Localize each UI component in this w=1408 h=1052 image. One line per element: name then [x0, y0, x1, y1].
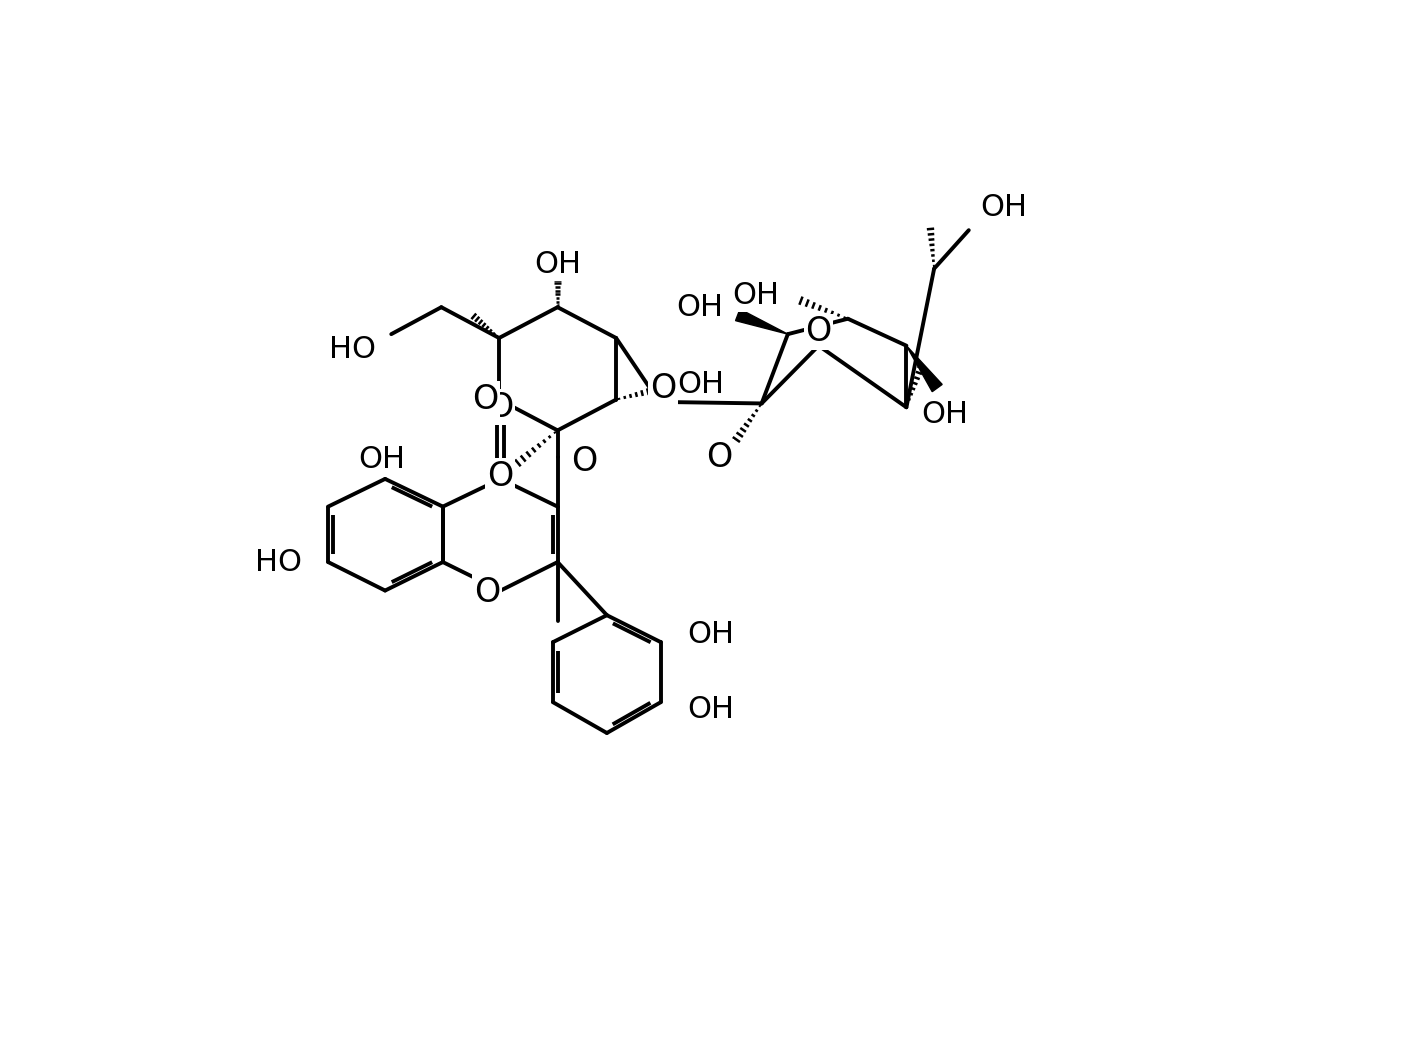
Text: O: O: [473, 575, 500, 609]
Text: O: O: [472, 383, 498, 417]
Text: OH: OH: [687, 695, 735, 725]
Text: O: O: [707, 441, 732, 473]
Text: OH: OH: [732, 281, 779, 310]
Text: O: O: [805, 316, 832, 348]
Text: OH: OH: [358, 445, 404, 474]
Text: OH: OH: [687, 620, 735, 649]
Text: HO: HO: [329, 335, 376, 364]
Polygon shape: [907, 346, 942, 391]
Text: OH: OH: [534, 250, 582, 280]
Text: OH: OH: [921, 401, 969, 429]
Text: OH: OH: [980, 193, 1026, 222]
Text: OH: OH: [676, 292, 722, 322]
Text: HO: HO: [255, 547, 301, 576]
Text: O: O: [650, 371, 676, 405]
Text: O: O: [487, 390, 514, 424]
Text: O: O: [572, 445, 598, 478]
Text: OH: OH: [677, 369, 724, 399]
Polygon shape: [735, 309, 788, 335]
Text: O: O: [487, 460, 513, 493]
